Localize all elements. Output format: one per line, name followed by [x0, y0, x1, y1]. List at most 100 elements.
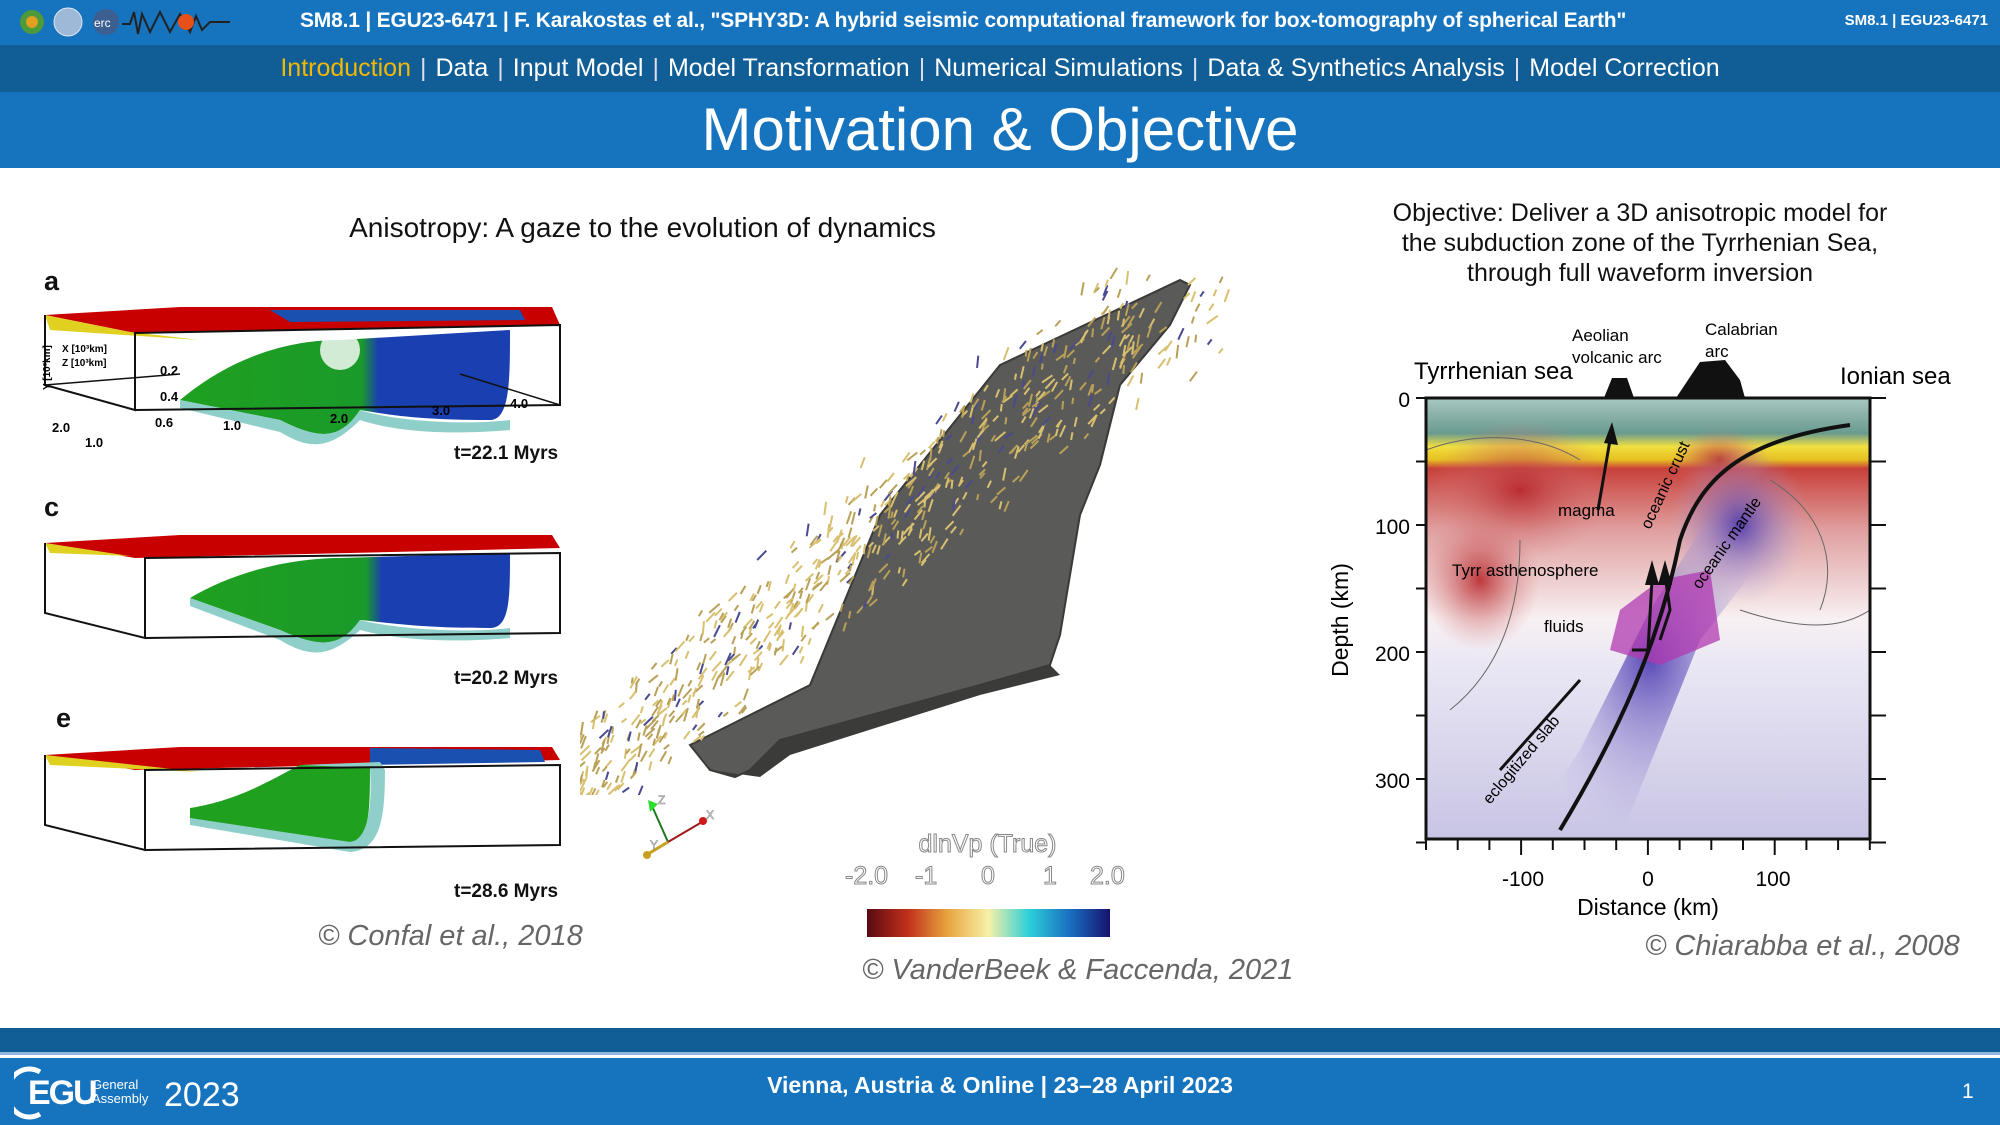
- anisotropy-vector: [1024, 350, 1028, 357]
- anisotropy-vector: [658, 700, 664, 710]
- anisotropy-vector: [870, 578, 877, 591]
- anisotropy-vector: [980, 399, 986, 411]
- svg-text:Calabrian: Calabrian: [1705, 320, 1778, 339]
- anisotropy-vector: [855, 551, 859, 560]
- anisotropy-vector: [1080, 282, 1085, 296]
- anisotropy-vector: [857, 508, 862, 516]
- anisotropy-vector: [851, 536, 862, 548]
- anisotropy-vector: [751, 594, 757, 602]
- anisotropy-vector: [920, 532, 929, 542]
- anisotropy-vector: [1004, 431, 1014, 440]
- anisotropy-vector: [757, 662, 764, 672]
- nav-introduction[interactable]: Introduction: [280, 54, 411, 82]
- anisotropy-vector: [1003, 500, 1010, 513]
- svg-text:X [10³km]: X [10³km]: [62, 344, 107, 355]
- anisotropy-vector: [922, 519, 928, 530]
- anisotropy-vector: [1019, 340, 1027, 350]
- anisotropy-vector: [677, 683, 685, 697]
- anisotropy-vector: [992, 414, 999, 422]
- panel-c-time: t=20.2 Myrs: [454, 668, 559, 689]
- anisotropy-vector: [862, 601, 868, 610]
- objective-text: Objective: Deliver a 3D anisotropic mode…: [1392, 199, 1888, 287]
- anisotropy-vector: [1102, 305, 1110, 315]
- nav-data[interactable]: Data: [435, 54, 489, 82]
- anisotropy-vector: [1021, 380, 1026, 389]
- anisotropy-vector: [1125, 270, 1130, 285]
- anisotropy-vector: [607, 725, 613, 738]
- anisotropy-vector: [880, 499, 886, 508]
- anisotropy-vector: [1031, 366, 1036, 378]
- nav-model-transformation[interactable]: Model Transformation: [667, 54, 910, 82]
- nav-input-model[interactable]: Input Model: [512, 54, 644, 82]
- anisotropy-vector: [1027, 434, 1038, 444]
- anisotropy-vector: [594, 753, 600, 766]
- anisotropy-vector: [1135, 397, 1140, 411]
- anisotropy-vector: [1119, 302, 1125, 310]
- anisotropy-vector: [1189, 371, 1198, 382]
- anisotropy-vector: [724, 652, 732, 666]
- anisotropy-vector: [660, 659, 670, 668]
- nav-model-correction[interactable]: Model Correction: [1529, 54, 1720, 82]
- anisotropy-vector: [767, 580, 772, 592]
- anisotropy-vector: [658, 731, 668, 744]
- anisotropy-vector: [783, 591, 792, 600]
- anisotropy-vector: [644, 693, 651, 701]
- anisotropy-vector: [756, 550, 767, 561]
- anisotropy-vector: [999, 403, 1003, 412]
- anisotropy-vector: [914, 491, 926, 503]
- anisotropy-heading: Anisotropy: A gaze to the evolution of d…: [349, 212, 936, 243]
- anisotropy-vector: [697, 667, 708, 680]
- anisotropy-vector: [648, 748, 656, 758]
- anisotropy-vector: [611, 726, 614, 734]
- anisotropy-vector: [1054, 319, 1062, 327]
- anisotropy-vector: [675, 698, 681, 708]
- anisotropy-vector: [595, 766, 601, 775]
- anisotropy-vector: [944, 477, 950, 488]
- anisotropy-vector: [692, 735, 702, 743]
- svg-text:3.0: 3.0: [432, 403, 450, 418]
- colorbar-title: dlnVp (True): [918, 830, 1057, 859]
- anisotropy-vector: [752, 648, 761, 655]
- anisotropy-vector: [882, 569, 891, 580]
- anisotropy-vector: [1012, 394, 1018, 408]
- anisotropy-vector: [1223, 289, 1230, 303]
- anisotropy-vector: [635, 719, 642, 729]
- anisotropy-vector: [585, 792, 590, 795]
- svg-text:0.4: 0.4: [160, 389, 179, 404]
- anisotropy-vector: [815, 538, 822, 545]
- anisotropy-vector: [1053, 389, 1064, 400]
- anisotropy-vector: [1087, 369, 1095, 379]
- anisotropy-vector: [713, 620, 718, 629]
- anisotropy-vector: [902, 527, 910, 536]
- anisotropy-vector: [855, 544, 862, 553]
- anisotropy-vector: [784, 574, 791, 585]
- nav-numerical-simulations[interactable]: Numerical Simulations: [934, 54, 1183, 82]
- anisotropy-vector: [795, 607, 804, 617]
- anisotropy-vector: [666, 697, 672, 706]
- anisotropy-vector: [613, 784, 621, 792]
- anisotropy-vector: [1187, 277, 1197, 286]
- anisotropy-vector: [668, 715, 676, 724]
- svg-text:Z [10³km]: Z [10³km]: [62, 358, 106, 369]
- nav-data-synthetics-analysis[interactable]: Data & Synthetics Analysis: [1207, 54, 1505, 82]
- anisotropy-vector: [953, 497, 960, 505]
- anisotropy-vector: [866, 546, 872, 559]
- anisotropy-vector: [913, 549, 922, 556]
- anisotropy-vector: [627, 731, 632, 742]
- anisotropy-vector: [618, 702, 625, 709]
- anisotropy-vector: [826, 549, 839, 560]
- anisotropy-vector: [718, 612, 725, 621]
- anisotropy-vector: [702, 653, 707, 665]
- anisotropy-vector: [913, 509, 923, 521]
- anisotropy-vector: [827, 565, 832, 576]
- anisotropy-vector: [791, 560, 800, 569]
- anisotropy-vector: [696, 662, 702, 671]
- anisotropy-vector: [897, 567, 901, 574]
- anisotropy-vector: [647, 733, 654, 741]
- anisotropy-vector: [1013, 446, 1020, 459]
- anisotropy-vector: [901, 451, 911, 463]
- anisotropy-vector: [1061, 400, 1065, 410]
- anisotropy-vector: [1026, 347, 1032, 362]
- svg-text:arc: arc: [1705, 342, 1729, 361]
- anisotropy-vector: [1120, 322, 1133, 334]
